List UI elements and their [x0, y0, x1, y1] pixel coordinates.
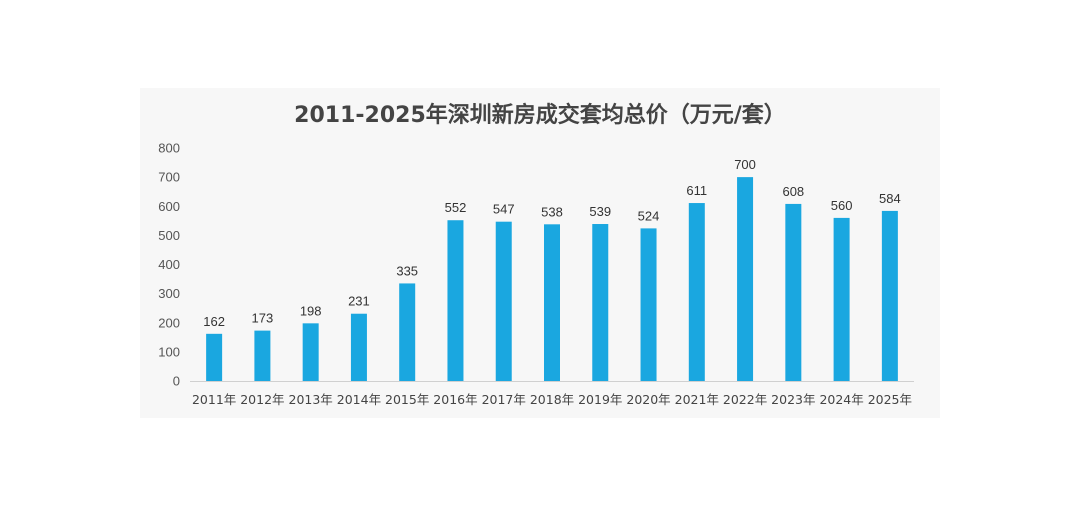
x-tick-label: 2014年 — [337, 392, 381, 407]
chart-background-panel — [140, 88, 940, 418]
bar — [447, 220, 464, 381]
data-label: 524 — [638, 208, 660, 223]
x-tick-label: 2024年 — [819, 392, 863, 407]
y-tick-label: 400 — [158, 257, 180, 272]
y-tick-label: 0 — [173, 374, 180, 389]
data-label: 162 — [203, 314, 225, 329]
y-tick-label: 800 — [158, 141, 180, 156]
data-label: 611 — [686, 183, 707, 198]
data-label: 608 — [782, 184, 804, 199]
chart-title: 2011-2025年深圳新房成交套均总价（万元/套） — [294, 102, 786, 128]
bar — [785, 203, 802, 381]
x-tick-label: 2019年 — [578, 392, 622, 407]
x-tick-label: 2013年 — [289, 392, 333, 407]
data-label: 335 — [396, 263, 418, 278]
x-tick-label: 2015年 — [385, 392, 429, 407]
data-label: 552 — [445, 200, 467, 215]
bar — [592, 224, 609, 381]
y-tick-label: 100 — [158, 344, 180, 359]
y-tick-label: 300 — [158, 286, 180, 301]
x-axis: 2011年 2012年 2013年 2014年 2015年 2016年 2017年 2018年… — [192, 392, 912, 407]
bar — [495, 221, 512, 381]
x-tick-label: 2011年 — [192, 392, 236, 407]
bar — [544, 224, 560, 381]
data-label: 560 — [831, 198, 853, 213]
y-tick-label: 200 — [158, 315, 180, 330]
x-tick-label: 2018年 — [530, 392, 574, 407]
bar — [206, 333, 223, 381]
x-tick-label: 2012年 — [240, 392, 284, 407]
x-tick-label: 2016年 — [433, 392, 477, 407]
bar — [302, 323, 319, 381]
x-tick-label: 2025年 — [868, 392, 912, 407]
bar — [350, 313, 367, 381]
bar — [254, 330, 271, 381]
bar — [640, 228, 657, 381]
data-label: 538 — [541, 204, 563, 219]
data-label: 547 — [493, 202, 515, 217]
x-tick-label: 2021年 — [675, 392, 719, 407]
y-tick-label: 500 — [158, 228, 180, 243]
x-tick-label: 2022年 — [723, 392, 767, 407]
data-label: 231 — [348, 294, 370, 309]
bar — [833, 217, 850, 381]
data-label: 700 — [734, 157, 756, 172]
data-label: 198 — [300, 303, 322, 318]
y-axis: 0 100 200 300 400 500 600 700 800 — [158, 141, 180, 389]
bar — [881, 210, 898, 381]
x-tick-label: 2023年 — [771, 392, 815, 407]
y-tick-label: 600 — [158, 199, 180, 214]
bar-series — [206, 177, 898, 381]
data-labels: 162 173 198 231 335 552 547 538 539 524 611 700 608 5… — [203, 157, 900, 329]
x-tick-label: 2017年 — [482, 392, 526, 407]
data-label: 584 — [879, 191, 901, 206]
x-tick-label: 2020年 — [626, 392, 670, 407]
bar — [737, 177, 754, 381]
data-label: 539 — [589, 204, 611, 219]
y-tick-label: 700 — [158, 170, 180, 185]
bar — [399, 283, 416, 381]
data-label: 173 — [252, 311, 274, 326]
bar — [688, 203, 705, 381]
